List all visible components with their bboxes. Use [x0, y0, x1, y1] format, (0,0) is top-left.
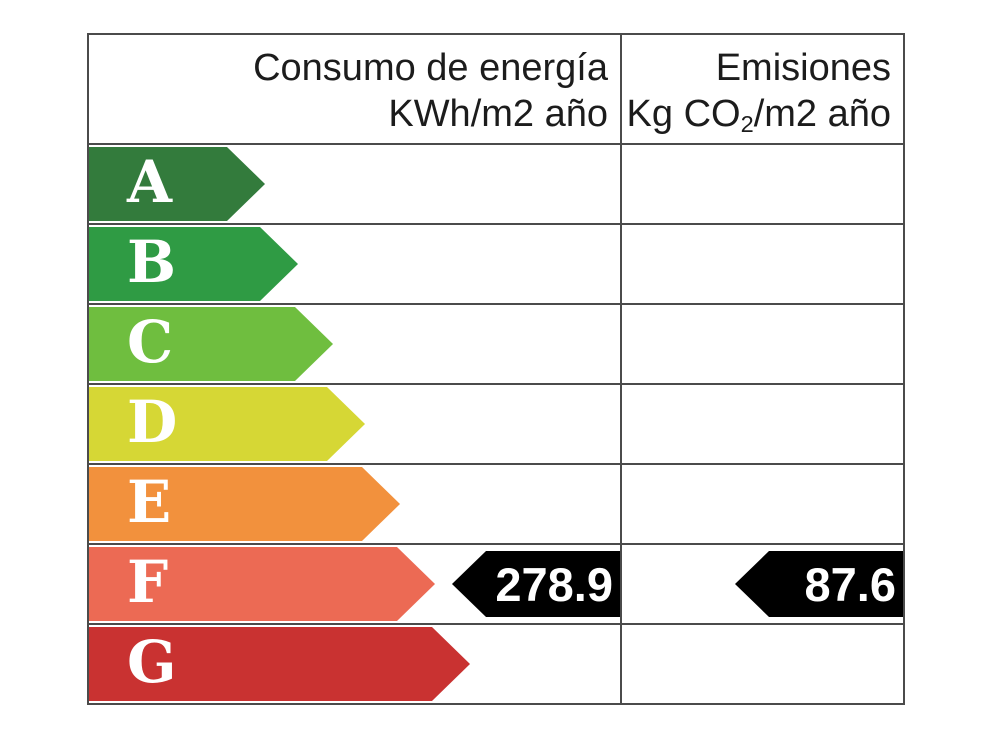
- rating-letter: A: [127, 148, 173, 216]
- emissions-header-units: Kg CO2/m2 año: [626, 93, 891, 137]
- consumption-value-marker: 278.9: [452, 551, 620, 617]
- rating-table: Consumo de energía KWh/m2 año Emisiones …: [87, 33, 905, 705]
- rating-rows: A B C: [89, 143, 903, 703]
- emissions-cell: [622, 625, 903, 703]
- rating-letter: D: [127, 388, 178, 456]
- rating-bar-arrow: E: [89, 467, 400, 541]
- emissions-value: 87.6: [804, 557, 896, 611]
- rating-row: E: [89, 463, 903, 543]
- rating-bar-arrow: A: [89, 147, 265, 221]
- rating-row: F 278.9 87.6: [89, 543, 903, 623]
- rating-bar-arrow: D: [89, 387, 365, 461]
- rating-bar-arrow: B: [89, 227, 298, 301]
- rating-letter: B: [127, 228, 177, 296]
- rating-letter: E: [127, 468, 172, 536]
- emissions-cell: [622, 305, 903, 383]
- emissions-header-line1: Emisiones: [715, 47, 891, 89]
- rating-row: D: [89, 383, 903, 463]
- rating-bar-arrow: C: [89, 307, 333, 381]
- rating-row: B: [89, 223, 903, 303]
- emissions-cell: [622, 145, 903, 223]
- consumption-cell: A: [89, 145, 622, 223]
- rating-row: C: [89, 303, 903, 383]
- rating-bar-arrow: G: [89, 627, 470, 701]
- emissions-cell: [622, 465, 903, 543]
- emissions-cell: 87.6: [622, 545, 903, 623]
- consumption-header-units: KWh/m2 año: [388, 93, 608, 135]
- rating-bar-arrow: F: [89, 547, 435, 621]
- consumption-value: 278.9: [495, 557, 613, 611]
- rating-row: G: [89, 623, 903, 703]
- rating-letter: C: [127, 308, 174, 376]
- consumption-cell: E: [89, 465, 622, 543]
- consumption-cell: G: [89, 625, 622, 703]
- consumption-column-header: Consumo de energía KWh/m2 año: [89, 35, 622, 143]
- emissions-cell: [622, 225, 903, 303]
- consumption-header-line1: Consumo de energía: [253, 47, 608, 89]
- rating-letter: F: [127, 548, 169, 616]
- consumption-cell: B: [89, 225, 622, 303]
- emissions-value-marker: 87.6: [735, 551, 903, 617]
- consumption-cell: F 278.9: [89, 545, 622, 623]
- rating-letter: G: [127, 628, 177, 696]
- emissions-column-header: Emisiones Kg CO2/m2 año: [622, 35, 903, 143]
- rating-row: A: [89, 143, 903, 223]
- table-header: Consumo de energía KWh/m2 año Emisiones …: [89, 35, 903, 143]
- emissions-cell: [622, 385, 903, 463]
- consumption-cell: D: [89, 385, 622, 463]
- consumption-cell: C: [89, 305, 622, 383]
